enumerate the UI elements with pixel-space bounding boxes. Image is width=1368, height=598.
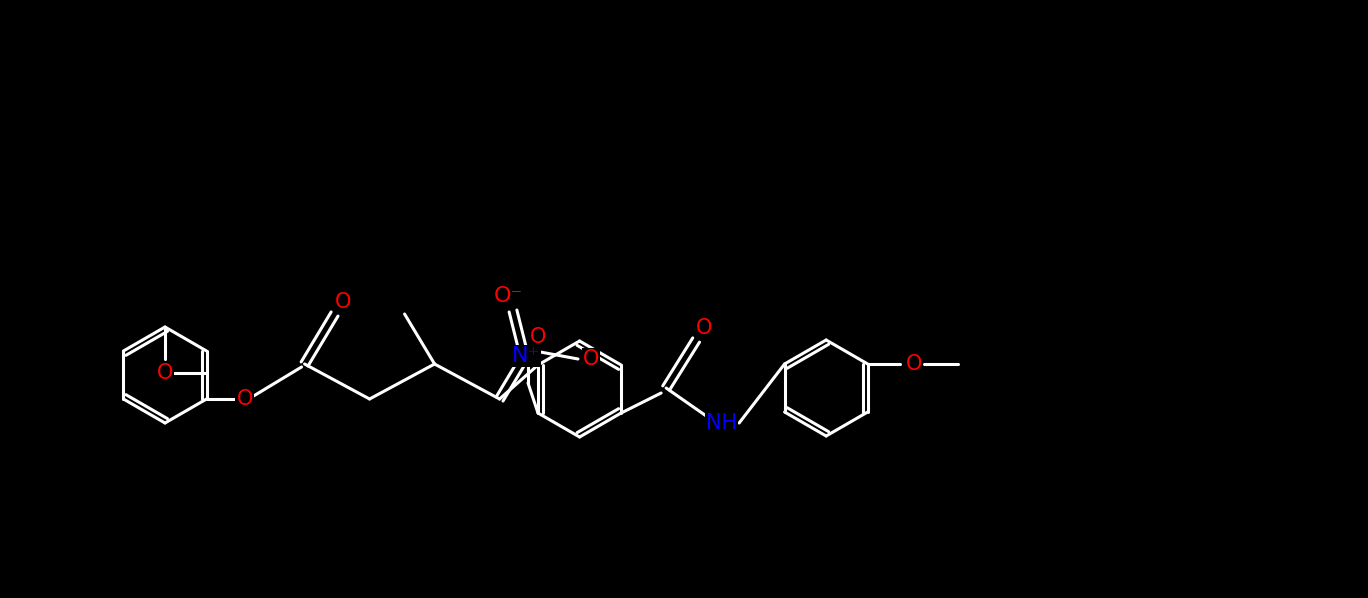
Text: N⁺: N⁺ <box>512 346 540 366</box>
Text: O: O <box>583 349 599 369</box>
Text: O: O <box>529 327 546 347</box>
Text: O: O <box>157 363 174 383</box>
Text: O: O <box>696 318 713 338</box>
Text: O⁻: O⁻ <box>494 286 523 306</box>
Text: O: O <box>237 389 253 409</box>
Text: O: O <box>906 354 922 374</box>
Text: O: O <box>334 292 350 312</box>
Text: NH: NH <box>706 413 737 433</box>
